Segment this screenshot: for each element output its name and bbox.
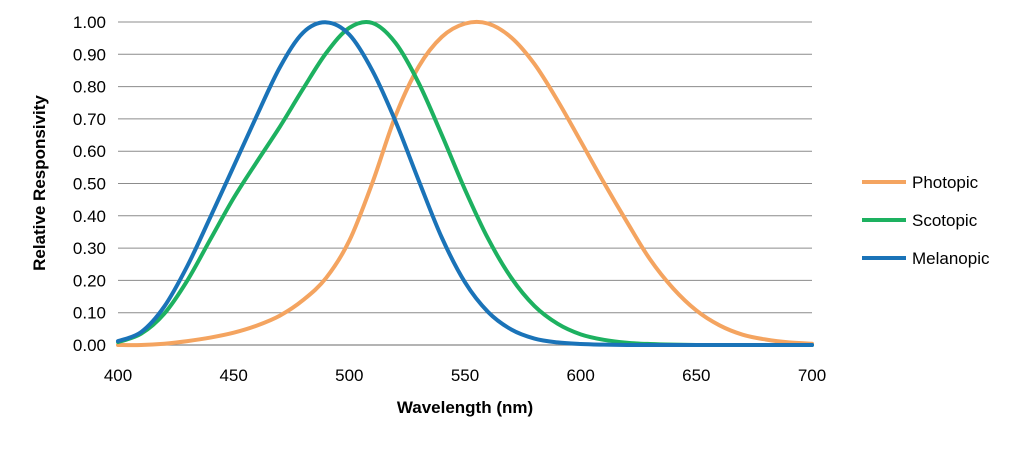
y-tick-labels: 0.00 0.10 0.20 0.30 0.40 0.50 0.60 0.70 0.80 0.90…: [73, 13, 106, 355]
y-axis-title: Relative Responsivity: [30, 95, 49, 271]
x-tick-label: 600: [566, 366, 594, 385]
y-tick-label: 0.70: [73, 110, 106, 129]
y-tick-label: 0.30: [73, 239, 106, 258]
y-tick-label: 0.10: [73, 304, 106, 323]
x-tick-label: 550: [451, 366, 479, 385]
y-tick-label: 0.80: [73, 78, 106, 97]
series-line-photopic: [116, 19, 814, 348]
series-lines: [116, 19, 814, 348]
x-tick-labels: 400 450 500 550 600 650 700: [104, 366, 826, 385]
y-tick-label: 1.00: [73, 13, 106, 32]
y-tick-label: 0.20: [73, 271, 106, 290]
y-tick-label: 0.00: [73, 336, 106, 355]
gridlines: [118, 21, 812, 314]
x-axis-title: Wavelength (nm): [397, 398, 533, 417]
legend: Photopic Scotopic Melanopic: [862, 173, 990, 268]
x-tick-label: 700: [798, 366, 826, 385]
x-tick-label: 400: [104, 366, 132, 385]
legend-label-scotopic: Scotopic: [912, 211, 978, 230]
x-tick-label: 500: [335, 366, 363, 385]
legend-label-photopic: Photopic: [912, 173, 979, 192]
y-tick-label: 0.50: [73, 175, 106, 194]
legend-label-melanopic: Melanopic: [912, 249, 990, 268]
x-tick-label: 650: [682, 366, 710, 385]
x-tick-label: 450: [219, 366, 247, 385]
series-line-melanopic: [116, 20, 814, 348]
y-tick-label: 0.60: [73, 142, 106, 161]
y-tick-label: 0.90: [73, 45, 106, 64]
y-tick-label: 0.40: [73, 207, 106, 226]
